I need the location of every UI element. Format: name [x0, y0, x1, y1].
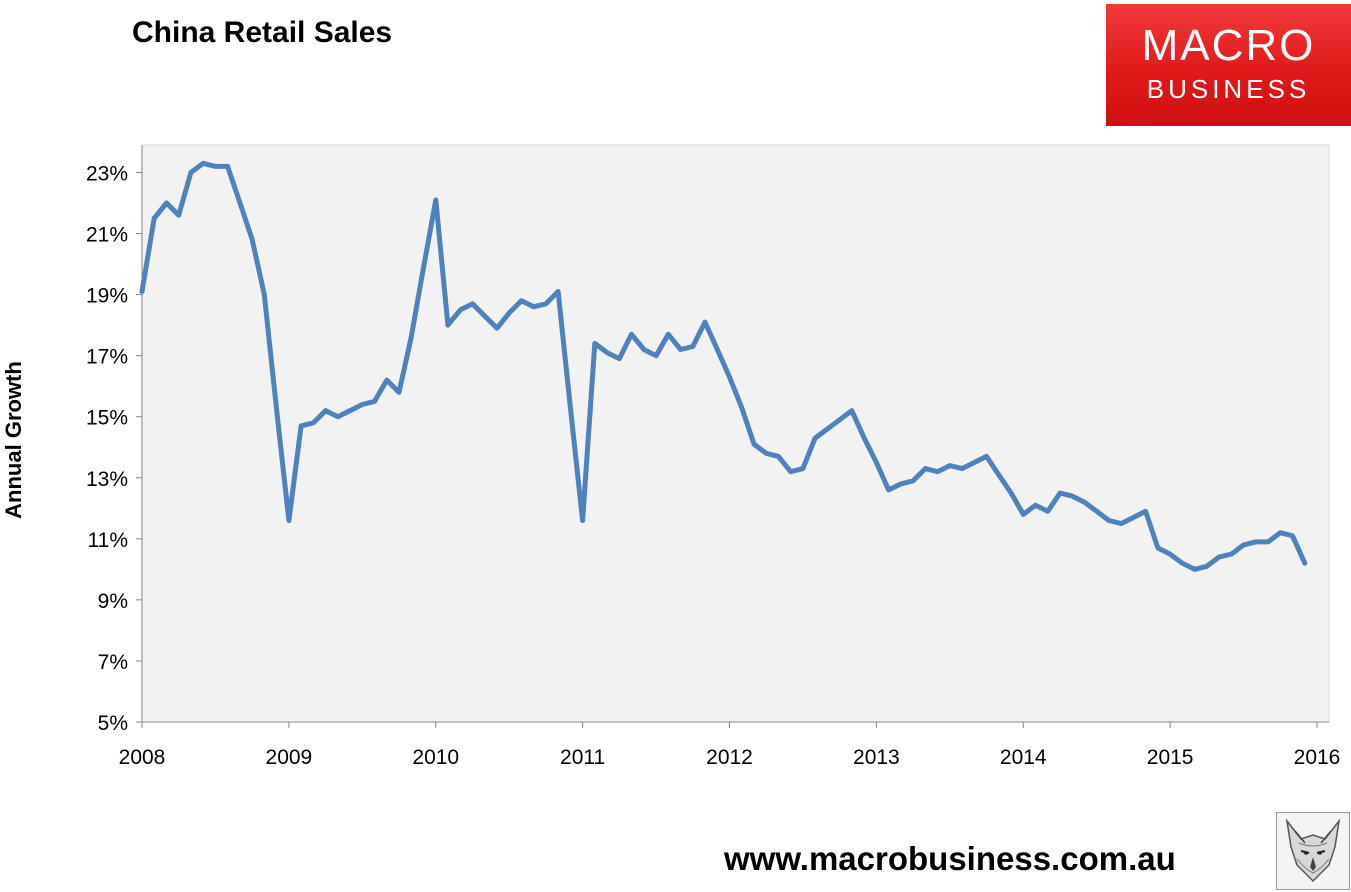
x-tick-label: 2013	[853, 746, 900, 769]
y-tick-label: 23%	[86, 162, 128, 185]
plot-area	[141, 144, 1330, 723]
x-tick-label: 2009	[266, 746, 313, 769]
y-axis-title-text: Annual Growth	[1, 361, 26, 519]
logo-line-macro: MACRO	[1141, 21, 1316, 70]
y-tick-label: 11%	[88, 529, 128, 552]
y-tick-label: 17%	[86, 346, 128, 369]
y-tick-label: 19%	[86, 285, 128, 308]
y-tick-label: 15%	[86, 407, 128, 430]
x-tick-label: 2010	[412, 746, 459, 769]
x-tick-label: 2016	[1294, 746, 1341, 769]
x-tick-label: 2014	[1000, 746, 1047, 769]
footer-url: www.macrobusiness.com.au	[724, 840, 1176, 877]
y-tick-label: 5%	[98, 712, 128, 735]
x-tick-label: 2012	[706, 746, 753, 769]
wolf-icon	[1277, 813, 1349, 889]
y-tick-label: 7%	[98, 651, 128, 674]
chart-title: China Retail Sales	[132, 16, 393, 49]
x-tick-label: 2008	[119, 746, 166, 769]
macrobusiness-logo: MACRO BUSINESS	[1106, 4, 1351, 126]
y-tick-label: 13%	[86, 468, 128, 491]
logo-line-business: BUSINESS	[1146, 74, 1311, 104]
x-tick-label: 2015	[1147, 746, 1194, 769]
x-tick-label: 2011	[560, 746, 605, 769]
axes: 5% 7% 9% 11% 13% 15% 17% 19% 21% 23% 2008 2009 2010 2…	[86, 145, 1340, 769]
wolf-emblem	[1276, 812, 1350, 890]
series-line-retail-sales	[139, 160, 1308, 572]
y-tick-label: 9%	[98, 590, 128, 613]
y-tick-label: 21%	[86, 224, 128, 247]
